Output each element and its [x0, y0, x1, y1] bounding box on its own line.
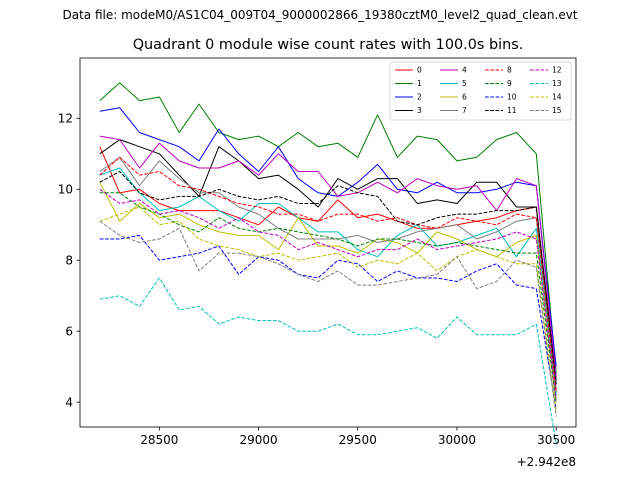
- series-line-1: [99, 82, 557, 374]
- legend-label-11: 11: [507, 106, 517, 115]
- x-tick-label: 28500: [140, 433, 178, 447]
- series-line-12: [99, 188, 557, 399]
- legend-label-6: 6: [462, 93, 467, 102]
- y-tick-label: 12: [58, 112, 73, 126]
- legend-label-8: 8: [507, 66, 512, 75]
- chart-title: Quadrant 0 module wise count rates with …: [133, 37, 524, 53]
- legend-label-13: 13: [552, 79, 562, 88]
- legend-label-10: 10: [507, 93, 517, 102]
- legend-label-15: 15: [552, 106, 562, 115]
- x-tick-label: 29000: [239, 433, 277, 447]
- legend-label-2: 2: [417, 93, 422, 102]
- legend-label-1: 1: [417, 79, 422, 88]
- series-line-10: [99, 234, 557, 410]
- y-tick-label: 4: [65, 395, 73, 409]
- series-line-8: [99, 156, 557, 392]
- legend-label-3: 3: [417, 106, 422, 115]
- x-tick-label: 30500: [537, 433, 575, 447]
- x-tick-label: 30000: [438, 433, 476, 447]
- series-line-4: [99, 135, 557, 378]
- series-line-11: [99, 171, 557, 385]
- x-tick-label: 29500: [339, 433, 377, 447]
- legend-label-7: 7: [462, 106, 467, 115]
- legend-label-12: 12: [552, 66, 562, 75]
- series-line-7: [99, 156, 557, 389]
- axes-frame: [79, 57, 577, 428]
- series-layer: [99, 82, 557, 445]
- series-line-13: [99, 277, 557, 445]
- series-line-0: [99, 146, 557, 392]
- legend-label-5: 5: [462, 79, 467, 88]
- series-line-15: [99, 220, 557, 417]
- x-offset-label: +2.942e8: [517, 455, 576, 469]
- legend-label-14: 14: [552, 93, 562, 102]
- series-line-9: [99, 192, 557, 403]
- y-tick-label: 8: [65, 254, 73, 268]
- legend-label-4: 4: [462, 66, 467, 75]
- legend-label-9: 9: [507, 79, 512, 88]
- legend-box: [389, 61, 572, 121]
- y-tick-label: 10: [58, 183, 73, 197]
- series-line-14: [99, 206, 557, 413]
- series-line-5: [99, 167, 557, 396]
- y-tick-label: 6: [65, 325, 73, 339]
- series-line-3: [99, 139, 557, 381]
- legend-label-0: 0: [417, 66, 422, 75]
- suptitle: Data file: modeM0/AS1C04_009T04_90000028…: [62, 8, 577, 22]
